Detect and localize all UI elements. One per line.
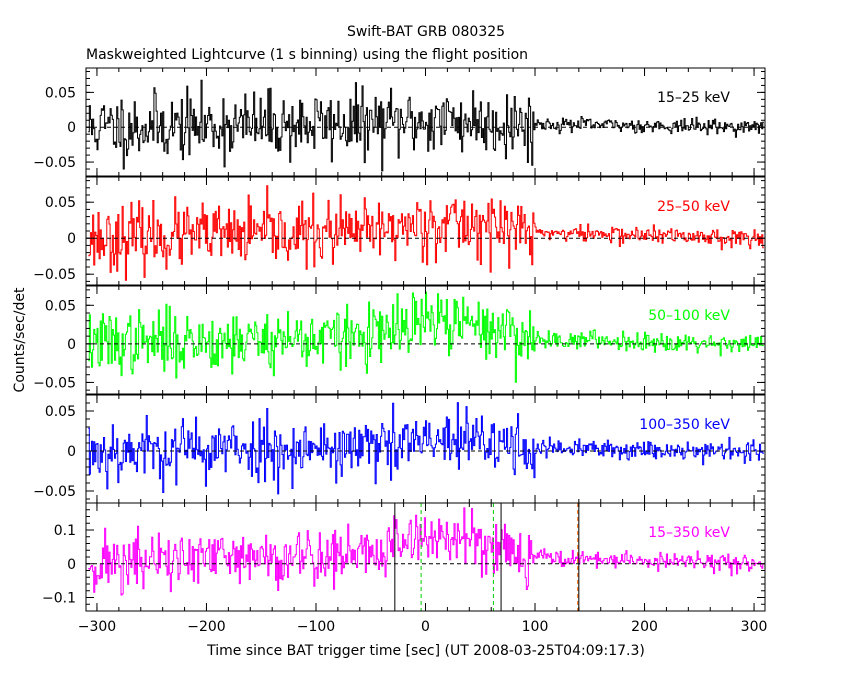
x-tick-label: −200: [187, 619, 225, 635]
y-tick-label: 0.05: [45, 85, 76, 101]
x-tick-label: −300: [78, 619, 116, 635]
y-tick-label: −0.05: [33, 155, 76, 171]
series-line-5: [88, 507, 764, 596]
series-line-2: [88, 185, 764, 281]
y-tick-label: 0.1: [54, 523, 76, 539]
panel-2: −0.05 0 0.05 25–50 keV: [33, 176, 766, 286]
y-axis-label: Counts/sec/det: [12, 287, 28, 392]
panel-5: −0.1 0 0.1 15–350 keV: [42, 502, 766, 612]
y-tick-label: −0.05: [33, 375, 76, 391]
x-tick-label: 300: [741, 619, 768, 635]
y-tick-label: −0.05: [33, 484, 76, 500]
chart-subtitle: Maskweighted Lightcurve (1 s binning) us…: [86, 47, 528, 63]
x-tick-label: −100: [297, 619, 335, 635]
series-label-5: 15–350 keV: [648, 525, 730, 541]
x-tick-label: 0: [421, 619, 430, 635]
y-tick-label: 0: [67, 557, 76, 573]
panel-3: −0.05 0 0.05 50–100 keV: [33, 285, 766, 395]
y-tick-label: 0: [67, 120, 76, 136]
y-tick-label: 0: [67, 337, 76, 353]
y-tick-label: −0.1: [42, 591, 76, 607]
y-tick-label: 0: [67, 444, 76, 460]
y-tick-label: 0.05: [45, 195, 76, 211]
series-label-3: 50–100 keV: [648, 308, 730, 324]
panel-1: −0.05 0 0.05 15–25 keV: [33, 67, 766, 177]
series-label-2: 25–50 keV: [657, 199, 730, 215]
series-line-1: [88, 79, 764, 172]
y-tick-label: 0: [67, 231, 76, 247]
x-axis-label: Time since BAT trigger time [sec] (UT 20…: [206, 643, 645, 659]
y-tick-label: 0.05: [45, 404, 76, 420]
y-tick-label: 0.05: [45, 298, 76, 314]
series-label-4: 100–350 keV: [639, 417, 730, 433]
series-line-4: [88, 402, 764, 495]
x-tick-label: 100: [522, 619, 549, 635]
y-tick-label: −0.05: [33, 267, 76, 283]
x-tick-label: 200: [631, 619, 658, 635]
series-label-1: 15–25 keV: [657, 90, 730, 106]
chart-title: Swift-BAT GRB 080325: [347, 24, 505, 40]
